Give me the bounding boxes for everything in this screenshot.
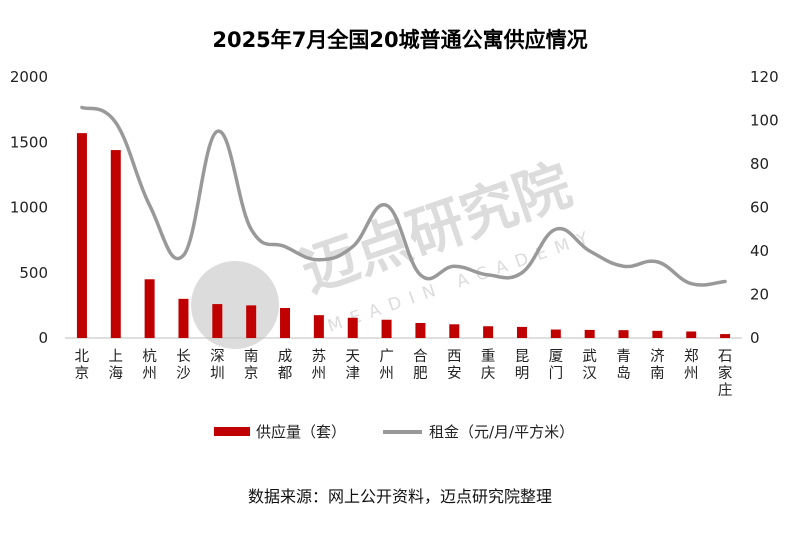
y-left-tick-label: 2000 xyxy=(10,68,48,86)
source-note: 数据来源：网上公开资料，迈点研究院整理 xyxy=(248,487,552,506)
bar xyxy=(212,304,223,338)
bar xyxy=(618,330,629,338)
bar xyxy=(246,305,257,338)
y-left-tick-label: 1500 xyxy=(10,133,48,151)
bar xyxy=(144,279,155,338)
bar xyxy=(652,330,663,338)
bar xyxy=(280,307,291,338)
bar xyxy=(483,326,494,338)
category-label: 西安 xyxy=(447,349,462,382)
bar xyxy=(76,133,87,338)
bar xyxy=(381,319,392,338)
category-label: 南京 xyxy=(244,348,259,382)
legend-line-label: 租金（元/月/平方米） xyxy=(429,423,574,441)
bar xyxy=(347,317,358,338)
category-label: 成都 xyxy=(278,348,293,382)
category-label: 青岛 xyxy=(616,348,631,382)
y-right-tick-label: 40 xyxy=(750,242,769,260)
watermark-logo xyxy=(191,261,279,349)
category-label: 上海 xyxy=(109,348,124,382)
category-label: 广州 xyxy=(379,348,394,382)
rent-line xyxy=(80,105,727,287)
category-label: 北京 xyxy=(75,348,90,382)
chart-title: 2025年7月全国20城普通公寓供应情况 xyxy=(212,28,587,52)
y-right-tick-label: 120 xyxy=(750,68,779,86)
category-label: 杭州 xyxy=(142,348,157,382)
bar xyxy=(584,329,595,338)
bar xyxy=(686,331,697,338)
category-label: 合肥 xyxy=(413,348,428,382)
bar xyxy=(516,326,527,338)
bar xyxy=(720,334,731,338)
axes: 0 500 1000 1500 2000 0 20 40 60 80 100 120 xyxy=(10,68,779,347)
line-series xyxy=(80,105,727,287)
y-right-tick-label: 80 xyxy=(750,155,769,173)
y-left-tick-label: 500 xyxy=(19,264,48,282)
y-left-tick-label: 1000 xyxy=(10,199,48,217)
y-right-tick-label: 60 xyxy=(750,199,769,217)
category-label: 重庆 xyxy=(481,348,496,382)
category-label: 昆明 xyxy=(515,349,530,382)
y-left-tick-label: 0 xyxy=(38,329,48,347)
bar xyxy=(449,324,460,338)
y-right-tick-label: 0 xyxy=(750,329,760,347)
bar xyxy=(110,150,121,338)
bar xyxy=(313,315,324,338)
category-label: 深圳 xyxy=(210,348,225,382)
category-label: 石家庄 xyxy=(718,349,733,399)
y-right-tick-label: 20 xyxy=(750,286,769,304)
category-label: 长沙 xyxy=(176,348,191,382)
category-label: 郑州 xyxy=(684,348,699,382)
legend-bar-label: 供应量（套） xyxy=(256,423,346,441)
category-label: 天津 xyxy=(345,349,360,382)
category-labels: 北京上海杭州长沙深圳南京成都苏州天津广州合肥西安重庆昆明厦门武汉青岛济南郑州石家… xyxy=(75,348,733,399)
bar-series xyxy=(76,133,731,338)
legend: 供应量（套） 租金（元/月/平方米） xyxy=(214,423,574,441)
category-label: 厦门 xyxy=(549,349,564,382)
bar xyxy=(178,298,189,338)
y-right-tick-label: 100 xyxy=(750,112,779,130)
category-label: 济南 xyxy=(650,348,665,382)
category-label: 苏州 xyxy=(312,348,327,382)
legend-bar-swatch xyxy=(214,427,250,436)
category-label: 武汉 xyxy=(582,348,597,382)
bar xyxy=(550,329,561,338)
bar xyxy=(415,322,426,338)
